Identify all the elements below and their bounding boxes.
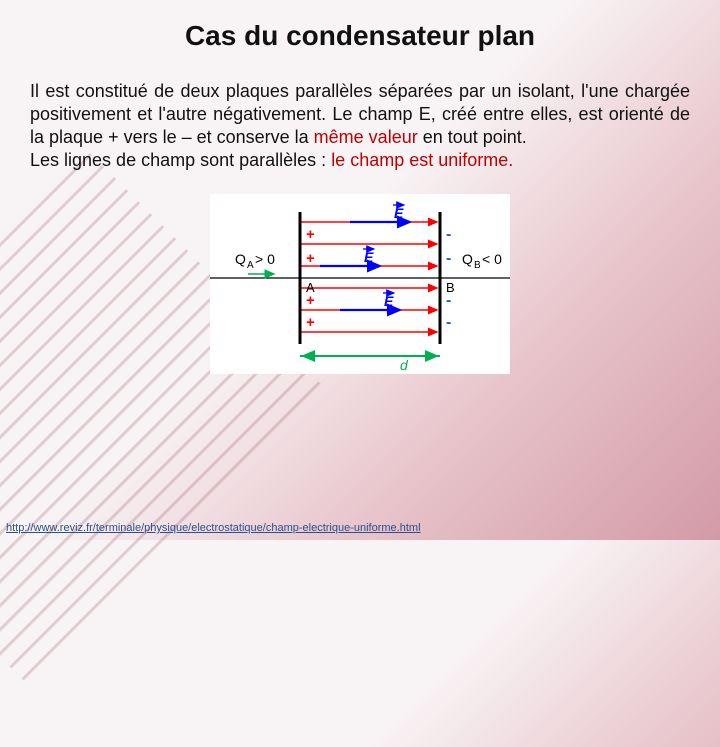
svg-text:-: - (446, 226, 451, 243)
body-text-1b: en tout point. (418, 127, 527, 147)
source-link[interactable]: http://www.reviz.fr/terminale/physique/e… (6, 522, 421, 534)
svg-text:< 0: < 0 (482, 251, 502, 267)
capacitor-diagram: ++++----ABEEEQA > 0QB < 0d (210, 194, 510, 374)
svg-text:d: d (400, 357, 409, 373)
svg-text:E: E (384, 293, 394, 309)
svg-text:+: + (306, 226, 315, 243)
svg-text:Q: Q (462, 251, 473, 267)
svg-text:A: A (247, 260, 254, 271)
body-text-2a: Les lignes de champ sont parallèles : (30, 150, 331, 170)
highlight-uniform: le champ est uniforme. (331, 150, 513, 170)
svg-text:B: B (446, 280, 455, 295)
highlight-same-value: même valeur (314, 127, 418, 147)
svg-text:-: - (446, 250, 451, 267)
svg-text:E: E (364, 249, 374, 265)
svg-text:E: E (394, 205, 404, 221)
svg-text:+: + (306, 314, 315, 331)
svg-text:A: A (306, 280, 315, 295)
body-paragraph: Il est constitué de deux plaques parallè… (30, 80, 690, 172)
svg-text:Q: Q (235, 251, 246, 267)
svg-text:+: + (306, 250, 315, 267)
svg-text:-: - (446, 314, 451, 331)
svg-text:> 0: > 0 (255, 251, 275, 267)
slide-title: Cas du condensateur plan (30, 20, 690, 52)
diagram-container: ++++----ABEEEQA > 0QB < 0d (30, 194, 690, 374)
svg-text:B: B (474, 260, 481, 271)
slide: Cas du condensateur plan Il est constitu… (0, 0, 720, 540)
capacitor-svg: ++++----ABEEEQA > 0QB < 0d (210, 194, 510, 374)
